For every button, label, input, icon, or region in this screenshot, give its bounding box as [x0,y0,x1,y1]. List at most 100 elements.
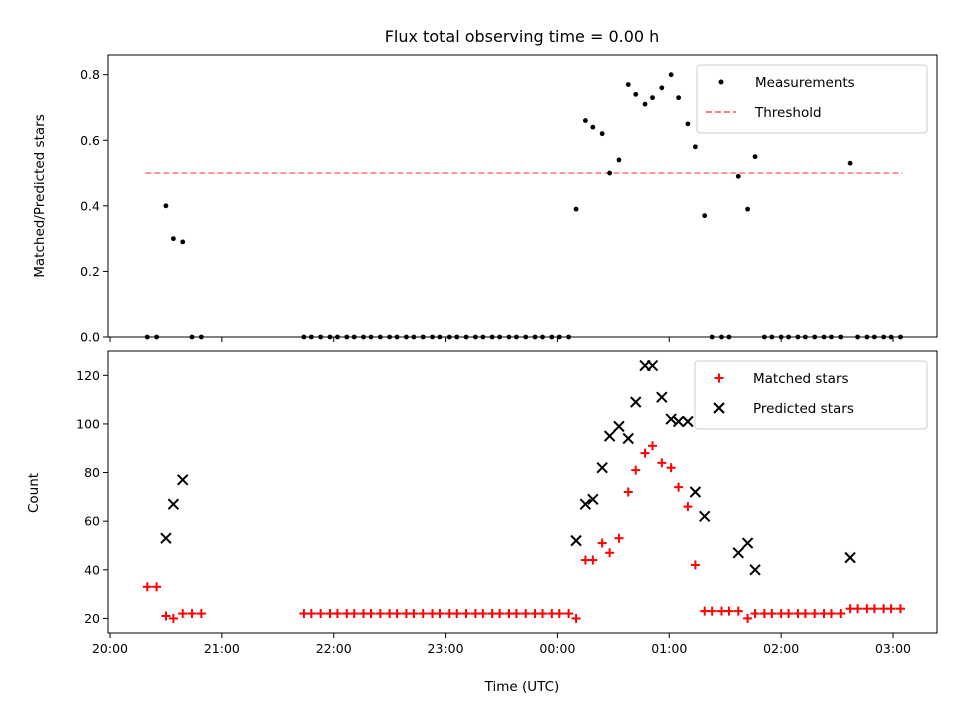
measurement-point [377,334,383,340]
measurement-point [189,334,195,340]
predicted-star-point [177,474,189,486]
measurement-point [864,334,870,340]
measurement-point [855,334,860,340]
measurement-point [506,334,512,340]
matched-star-point [478,609,488,619]
measurement-point [430,334,435,340]
matched-star-point [640,448,650,458]
measurement-point [802,334,808,340]
measurement-point [633,91,639,97]
measurement-point [361,334,366,340]
measurement-point [735,173,741,179]
matched-star-point [375,609,385,619]
predicted-star-point [656,391,668,403]
matched-star-point [674,482,684,492]
predicted-star-point [699,510,711,523]
measurement-point [549,334,555,340]
matched-star-point [152,582,162,592]
matched-star-point [452,609,462,619]
bottom-ytick-label: 20 [84,611,100,626]
measurement-point [532,334,538,340]
measurement-point [327,334,333,340]
bottom-axes: 20 40 60 80 100 120 20:00 21:00 22:00 23:00 00:00 0… [26,350,938,695]
top-legend-label: Measurements [755,75,855,91]
measurement-point [795,334,801,340]
matched-star-point [690,560,700,570]
measurement-point [463,334,469,340]
measurement-point [599,131,605,137]
matched-star-point [495,609,505,619]
bottom-xtick-label: 23:00 [428,641,464,656]
measurement-point [719,334,724,340]
predicted-star-point [622,432,634,445]
bottom-xtick-label: 02:00 [763,641,799,656]
top-ytick-label: 0.4 [80,198,100,213]
measurement-point [480,334,486,340]
measurement-point [394,334,400,340]
measurement-point [829,334,834,340]
predicted-star-point [160,532,172,544]
matched-star-point [743,613,753,623]
matched-star-point [614,533,624,543]
measurement-point [821,334,827,340]
measurement-point [404,334,409,340]
predicted-star-point [646,359,659,372]
matched-star-point [409,609,419,619]
measurement-point [198,334,204,340]
matched-star-point [836,609,846,619]
measurement-point [881,334,887,340]
measurement-point [473,334,478,340]
measurement-point [387,334,393,340]
measurement-point [308,334,314,340]
measurement-point [838,334,844,340]
measurement-point [420,334,426,340]
bottom-legend-label: Matched stars [753,371,849,387]
measurement-point [497,334,503,340]
matched-star-point [187,609,197,619]
bottom-xtick-label: 21:00 [204,641,240,656]
bottom-xtick-label: 01:00 [651,641,687,656]
predicted-star-point [732,547,744,559]
predicted-star-point [672,415,685,428]
predicted-star-point [630,396,642,408]
top-legend-marker [718,79,724,85]
matched-star-point [707,606,717,616]
matched-star-point [161,611,171,621]
bottom-xtick-label: 03:00 [875,641,911,656]
matched-star-point [886,604,896,614]
measurement-point [692,144,698,150]
measurement-point [566,334,572,340]
matched-star-point [750,609,760,619]
matched-star-point [571,613,581,623]
measurement-point [702,213,708,219]
matched-star-point [810,609,820,619]
top-ytick-label: 0.2 [80,264,100,279]
measurement-point [351,334,357,340]
measurement-point [540,334,545,340]
matched-star-point [461,609,471,619]
measurement-point [368,334,374,340]
measurement-point [301,334,307,340]
matched-star-point [588,555,598,565]
measurement-point [144,334,150,340]
matched-star-point [564,609,574,619]
predicted-star-point [603,430,616,442]
top-ytick-label: 0.6 [80,133,100,148]
measurement-point [170,236,176,242]
measurement-point [344,334,350,340]
measurement-point [709,334,715,340]
measurement-point [454,334,460,340]
measurement-point [812,334,818,340]
matched-star-point [168,613,178,623]
matched-star-point [683,502,693,512]
bottom-xtick-label: 00:00 [539,641,575,656]
measurement-point [888,334,894,340]
matched-star-point [142,582,152,592]
top-legend-box [696,64,928,134]
matched-star-point [666,463,676,473]
measurement-point [556,334,562,340]
predicted-star-point [579,498,592,510]
matched-star-point [605,548,615,558]
matched-star-point [853,604,863,614]
matched-star-point [332,609,342,619]
